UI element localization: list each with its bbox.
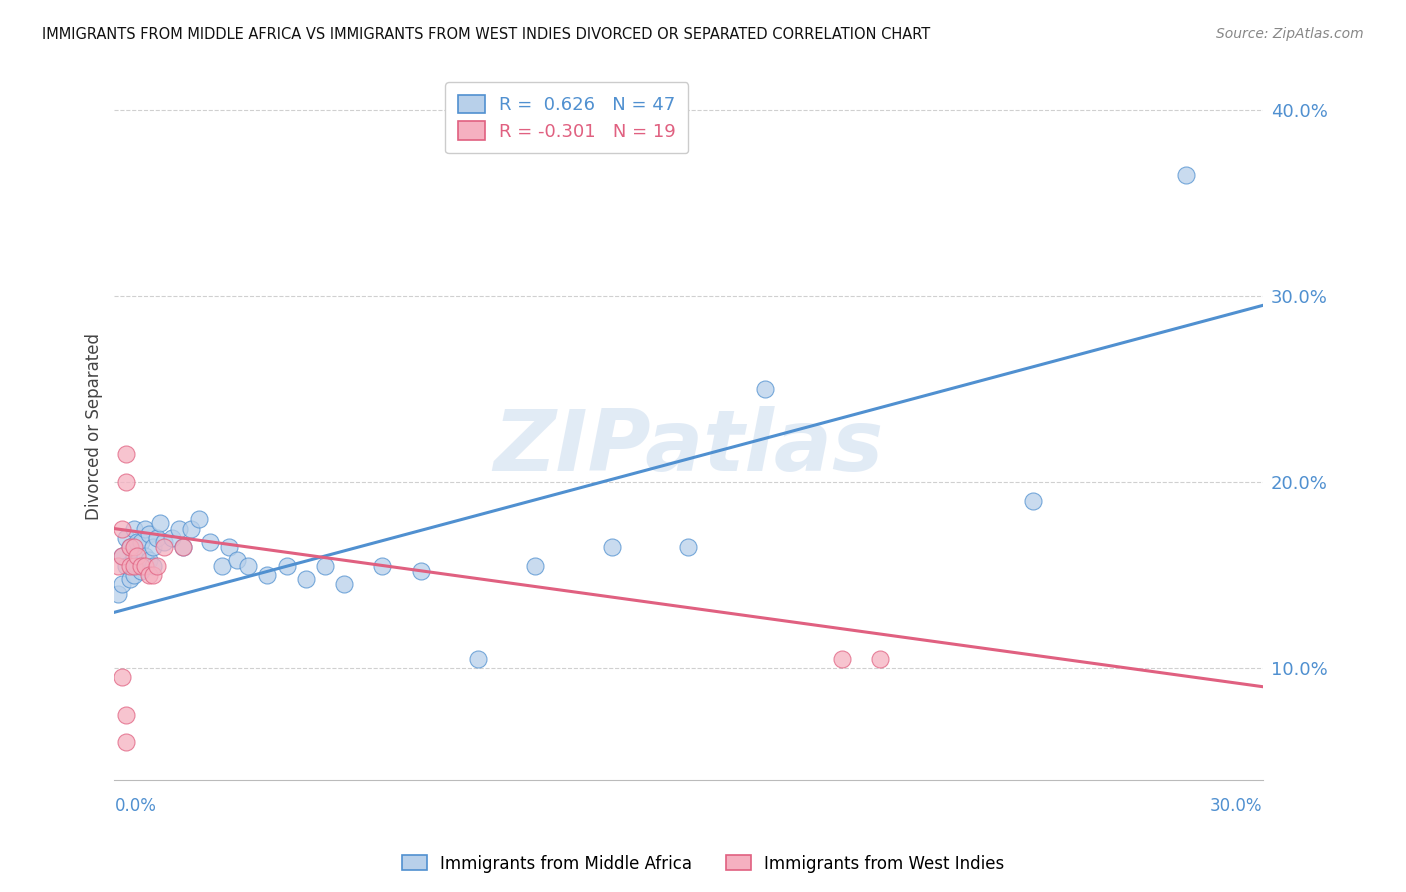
- Point: [142, 558, 165, 573]
- Point: [467, 652, 489, 666]
- Point: [111, 577, 134, 591]
- Point: [115, 447, 138, 461]
- Point: [754, 382, 776, 396]
- Point: [107, 587, 129, 601]
- Point: [256, 568, 278, 582]
- Point: [409, 565, 432, 579]
- Legend: Immigrants from Middle Africa, Immigrants from West Indies: Immigrants from Middle Africa, Immigrant…: [395, 848, 1011, 880]
- Point: [118, 572, 141, 586]
- Point: [145, 558, 167, 573]
- Text: 0.0%: 0.0%: [114, 797, 156, 815]
- Point: [134, 522, 156, 536]
- Text: 30.0%: 30.0%: [1211, 797, 1263, 815]
- Point: [153, 534, 176, 549]
- Point: [1175, 168, 1198, 182]
- Point: [276, 558, 298, 573]
- Point: [122, 522, 145, 536]
- Point: [218, 540, 240, 554]
- Point: [169, 522, 191, 536]
- Point: [172, 540, 194, 554]
- Point: [238, 558, 260, 573]
- Point: [1022, 493, 1045, 508]
- Point: [111, 549, 134, 564]
- Legend: R =  0.626   N = 47, R = -0.301   N = 19: R = 0.626 N = 47, R = -0.301 N = 19: [444, 82, 689, 153]
- Point: [115, 531, 138, 545]
- Point: [107, 558, 129, 573]
- Point: [115, 558, 138, 573]
- Point: [145, 531, 167, 545]
- Point: [122, 540, 145, 554]
- Point: [142, 540, 165, 554]
- Point: [111, 522, 134, 536]
- Point: [211, 558, 233, 573]
- Point: [129, 558, 152, 573]
- Point: [225, 553, 247, 567]
- Point: [180, 522, 202, 536]
- Point: [371, 558, 394, 573]
- Point: [127, 558, 149, 573]
- Point: [127, 549, 149, 564]
- Point: [134, 558, 156, 573]
- Point: [129, 534, 152, 549]
- Point: [118, 540, 141, 554]
- Point: [333, 577, 356, 591]
- Point: [869, 652, 891, 666]
- Text: IMMIGRANTS FROM MIDDLE AFRICA VS IMMIGRANTS FROM WEST INDIES DIVORCED OR SEPARAT: IMMIGRANTS FROM MIDDLE AFRICA VS IMMIGRA…: [42, 27, 931, 42]
- Point: [314, 558, 336, 573]
- Point: [115, 735, 138, 749]
- Point: [142, 568, 165, 582]
- Point: [118, 558, 141, 573]
- Point: [111, 670, 134, 684]
- Point: [122, 549, 145, 564]
- Text: Source: ZipAtlas.com: Source: ZipAtlas.com: [1216, 27, 1364, 41]
- Text: ZIPatlas: ZIPatlas: [494, 406, 883, 489]
- Y-axis label: Divorced or Separated: Divorced or Separated: [86, 333, 103, 520]
- Point: [153, 540, 176, 554]
- Point: [160, 531, 183, 545]
- Point: [678, 540, 700, 554]
- Point: [138, 553, 160, 567]
- Point: [831, 652, 853, 666]
- Point: [129, 565, 152, 579]
- Point: [198, 534, 221, 549]
- Point: [127, 534, 149, 549]
- Point: [115, 707, 138, 722]
- Point: [600, 540, 623, 554]
- Point: [149, 516, 172, 530]
- Point: [122, 558, 145, 573]
- Point: [111, 549, 134, 564]
- Point: [118, 540, 141, 554]
- Point: [138, 527, 160, 541]
- Point: [524, 558, 547, 573]
- Point: [138, 568, 160, 582]
- Point: [187, 512, 209, 526]
- Point: [172, 540, 194, 554]
- Point: [122, 568, 145, 582]
- Point: [294, 572, 316, 586]
- Point: [115, 475, 138, 489]
- Point: [134, 549, 156, 564]
